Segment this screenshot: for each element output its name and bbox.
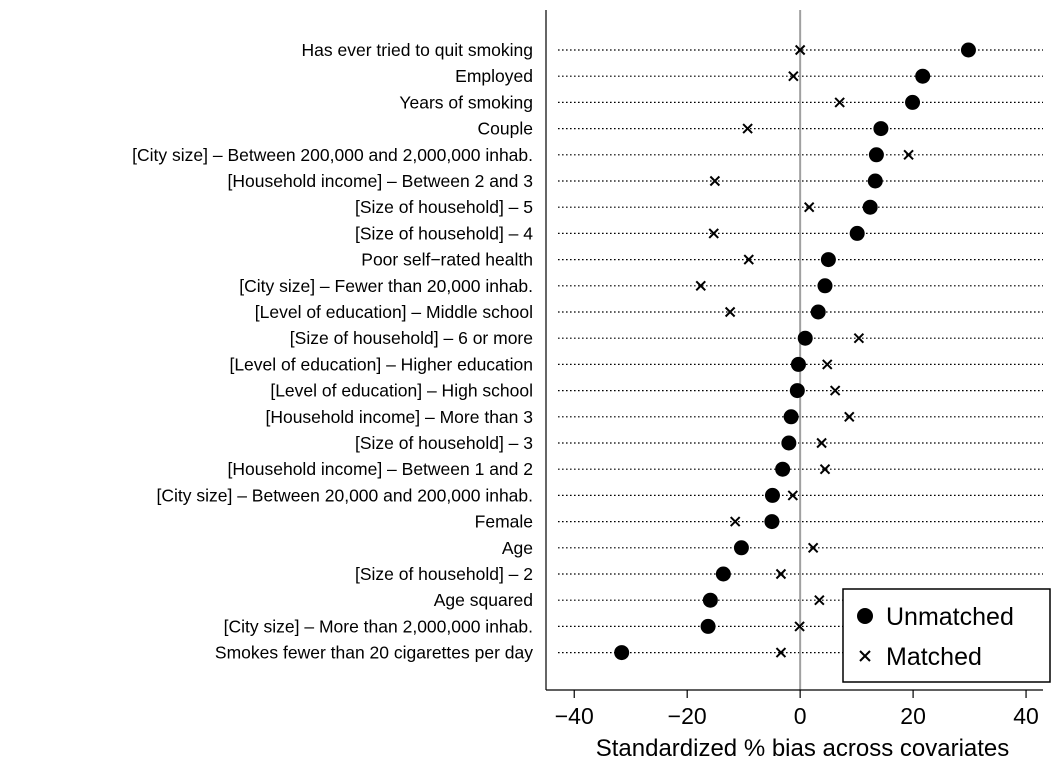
unmatched-point [715, 566, 731, 582]
matched-point [787, 490, 799, 501]
matched-point [743, 254, 754, 265]
category-label: Years of smoking [399, 92, 533, 112]
matched-point [816, 437, 827, 449]
x-tick-label: −40 [555, 703, 594, 729]
unmatched-point [781, 435, 797, 451]
x-tick-label: 40 [1013, 703, 1039, 729]
unmatched-point [789, 383, 805, 399]
x-tick-label: 0 [794, 703, 807, 729]
matched-point [903, 149, 914, 161]
matched-point [853, 332, 865, 344]
category-label: [City size] – Fewer than 20,000 inhab. [239, 276, 533, 296]
data-points [614, 42, 976, 661]
matched-point [844, 411, 855, 423]
category-label: [Household income] – Between 2 and 3 [228, 171, 533, 191]
matched-point [794, 44, 806, 56]
category-label: [City size] – Between 20,000 and 200,000… [156, 485, 533, 505]
matched-point [834, 97, 845, 108]
category-label: [Size of household] – 2 [355, 564, 533, 584]
category-label: Age [502, 538, 533, 558]
matched-point [807, 542, 819, 554]
unmatched-point [790, 356, 806, 372]
matched-point [742, 123, 753, 134]
unmatched-point [905, 94, 921, 110]
unmatched-point [817, 278, 833, 294]
unmatched-point [810, 304, 826, 320]
matched-point [709, 175, 721, 187]
matched-point [814, 594, 825, 606]
matched-point [775, 568, 787, 580]
legend-matched-label: Matched [886, 643, 982, 671]
category-label: Age squared [434, 590, 533, 610]
unmatched-point [849, 225, 865, 241]
unmatched-point [764, 514, 780, 530]
legend: Unmatched Matched [842, 588, 1051, 683]
legend-matched-marker [859, 650, 871, 662]
matched-point [775, 647, 787, 658]
category-label: [Size of household] – 6 or more [290, 328, 533, 348]
unmatched-point [873, 121, 889, 137]
matched-point [803, 201, 815, 213]
unmatched-point [614, 645, 630, 661]
x-axis-title: Standardized % bias across covariates [596, 735, 1010, 762]
legend-box [842, 588, 1051, 683]
category-label: Smokes fewer than 20 cigarettes per day [215, 643, 533, 663]
matched-point [829, 385, 841, 396]
unmatched-point [862, 199, 878, 215]
x-tick-label: 20 [900, 703, 926, 729]
category-label: [Size of household] – 4 [355, 223, 533, 243]
category-label: Employed [455, 66, 533, 86]
matched-point [724, 306, 736, 318]
category-label: Couple [478, 119, 533, 139]
unmatched-point [797, 330, 813, 346]
category-label: Has ever tried to quit smoking [302, 40, 534, 60]
category-label: [Household income] – Between 1 and 2 [228, 459, 533, 479]
x-tick-label: −20 [668, 703, 707, 729]
category-rows: Has ever tried to quit smoking Employed Ye… [132, 40, 1043, 663]
unmatched-point [867, 173, 883, 189]
category-label: [Level of education] – High school [270, 381, 533, 401]
unmatched-point [733, 540, 749, 556]
unmatched-point [702, 592, 718, 608]
unmatched-point [764, 487, 780, 503]
unmatched-point [783, 409, 799, 425]
category-label: [Size of household] – 3 [355, 433, 533, 453]
category-label: [Household income] – More than 3 [265, 407, 533, 427]
matched-point [788, 70, 799, 82]
matched-point [794, 621, 805, 632]
matched-point [819, 463, 831, 475]
unmatched-point [700, 618, 716, 634]
unmatched-point [915, 68, 931, 84]
unmatched-point [960, 42, 976, 58]
legend-unmatched-label: Unmatched [886, 603, 1014, 631]
unmatched-point [868, 147, 884, 163]
matched-point [708, 228, 719, 239]
unmatched-point [775, 461, 791, 477]
unmatched-point [820, 252, 836, 268]
matched-point [822, 359, 833, 370]
matched-point [695, 280, 706, 292]
matched-point [729, 516, 741, 527]
category-label: [City size] – More than 2,000,000 inhab. [224, 616, 533, 636]
category-label: [Size of household] – 5 [355, 197, 533, 217]
category-label: [Level of education] – Higher education [229, 354, 533, 374]
category-label: [Level of education] – Middle school [255, 302, 533, 322]
category-label: [City size] – Between 200,000 and 2,000,… [132, 145, 533, 165]
category-label: Female [475, 512, 533, 532]
x-axis-ticks: −40 −20 0 20 40 [555, 690, 1039, 729]
legend-unmatched-marker [857, 608, 873, 624]
category-label: Poor self−rated health [361, 250, 533, 270]
